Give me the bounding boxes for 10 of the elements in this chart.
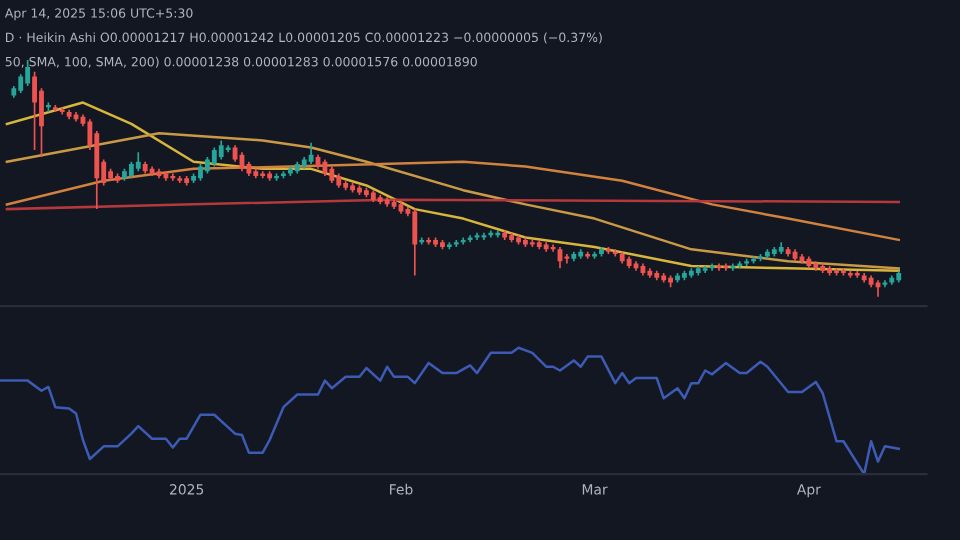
- candlestick: [412, 208, 418, 277]
- candlestick: [211, 146, 217, 168]
- candlestick: [135, 151, 141, 173]
- candlestick: [218, 139, 224, 161]
- candlestick: [308, 141, 314, 165]
- candlestick: [25, 59, 31, 87]
- candlestick: [18, 73, 24, 94]
- candlestick: [32, 70, 37, 151]
- candlestick: [495, 229, 501, 239]
- candlestick: [488, 229, 494, 239]
